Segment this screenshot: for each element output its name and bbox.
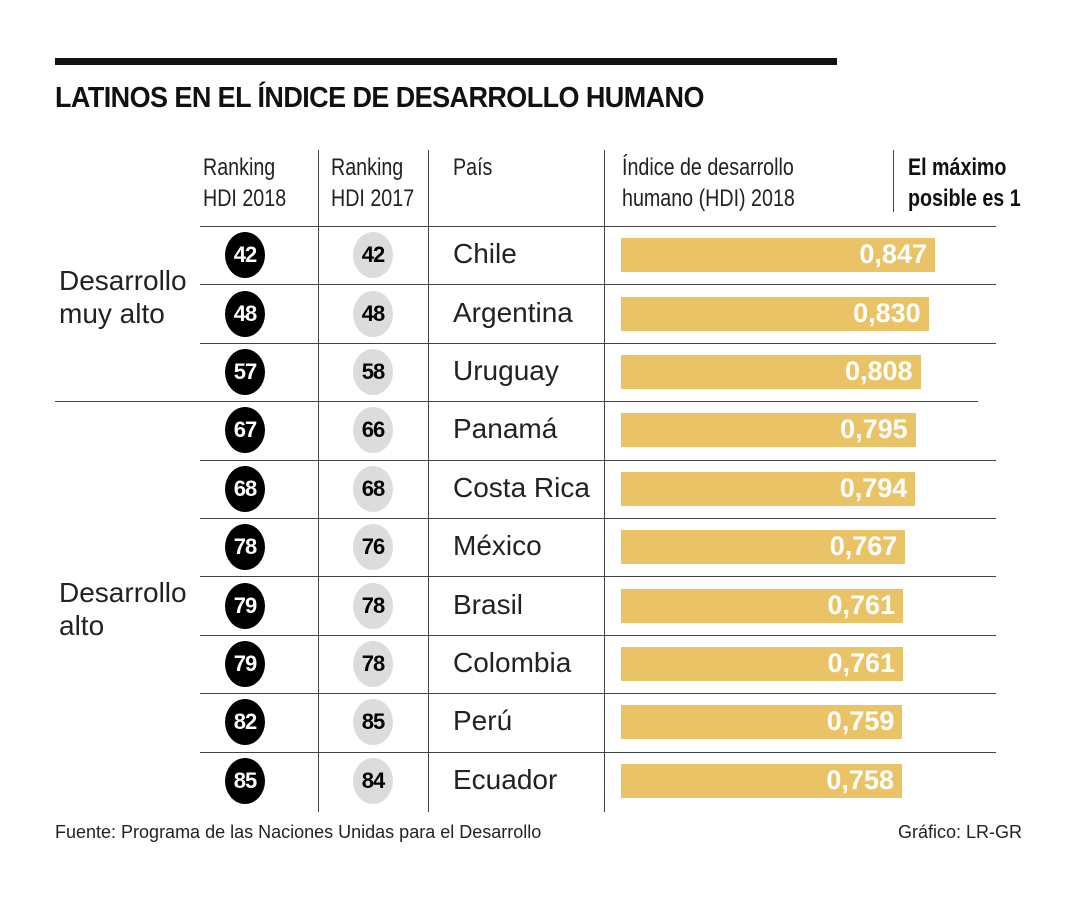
header-line: Ranking: [331, 154, 404, 181]
header-country: País: [453, 154, 493, 181]
header-note: El máximo posible es 1: [908, 152, 1021, 214]
hdi-value-label: 0,759: [826, 706, 895, 737]
rank-2018-badge: 79: [225, 641, 265, 687]
hdi-value-label: 0,767: [829, 531, 898, 562]
hdi-bar: 0,808: [621, 355, 921, 389]
rank-2017-badge: 78: [353, 641, 393, 687]
rank-2018-badge: 79: [225, 582, 265, 629]
hdi-bar: 0,759: [621, 705, 903, 740]
group-line: Desarrollo: [59, 265, 187, 296]
hdi-value-label: 0,847: [859, 239, 927, 270]
country-name: Colombia: [453, 647, 572, 678]
hdi-bar: 0,795: [621, 413, 916, 448]
country-name: Panamá: [453, 413, 558, 445]
hdi-bar: 0,758: [621, 763, 902, 798]
rank-2018-badge: 78: [225, 524, 265, 571]
header-rank-2017: Ranking HDI 2017: [331, 152, 414, 214]
header-line: Ranking: [203, 154, 276, 181]
rank-2018-badge: 57: [225, 349, 265, 395]
header-line: Índice de desarrollo: [622, 154, 794, 181]
header-line: HDI 2017: [331, 185, 415, 212]
hdi-value-label: 0,794: [839, 472, 908, 503]
group-line: Desarrollo: [59, 577, 187, 608]
hdi-bar: 0,847: [621, 238, 935, 273]
rank-2017-badge: 76: [353, 524, 393, 571]
group-line: muy alto: [59, 298, 165, 329]
hdi-value-label: 0,830: [853, 297, 921, 328]
group-label-very-high: Desarrollo muy alto: [59, 264, 187, 330]
country-name: Uruguay: [453, 355, 559, 386]
country-name: Ecuador: [453, 763, 558, 795]
country-name: Argentina: [453, 296, 573, 328]
rank-2018-badge: 67: [225, 407, 265, 454]
column-divider: [428, 150, 429, 812]
hdi-value-label: 0,761: [827, 589, 896, 620]
credit-note: Gráfico: LR-GR: [898, 822, 1023, 842]
hdi-bar: 0,794: [621, 471, 916, 506]
row-divider: [200, 460, 996, 461]
rank-2018-badge: 48: [225, 290, 265, 337]
group-line: alto: [59, 610, 105, 641]
column-divider: [893, 150, 894, 212]
rank-2017-badge: 85: [353, 699, 393, 746]
rank-2017-badge: 48: [353, 290, 393, 337]
header-hdi: Índice de desarrollo humano (HDI) 2018: [622, 152, 795, 214]
chart-title: LATINOS EN EL ÍNDICE DE DESARROLLO HUMAN…: [55, 82, 704, 114]
rank-2018-badge: 82: [225, 699, 265, 746]
country-name: México: [453, 530, 542, 562]
header-line: El máximo: [908, 154, 1007, 181]
row-divider: [200, 284, 996, 285]
rank-2017-badge: 58: [353, 349, 393, 395]
rank-2017-badge: 84: [353, 757, 393, 804]
country-name: Costa Rica: [453, 471, 590, 503]
hdi-value-label: 0,761: [827, 648, 896, 678]
source-note: Fuente: Programa de las Naciones Unidas …: [55, 822, 542, 842]
hdi-value-label: 0,758: [826, 764, 894, 795]
row-divider: [200, 693, 996, 694]
rank-2017-badge: 42: [353, 232, 393, 279]
column-divider: [318, 150, 319, 812]
row-divider: [200, 576, 996, 577]
rank-2018-badge: 85: [225, 757, 265, 804]
row-divider: [200, 752, 996, 753]
country-name: Brasil: [453, 588, 524, 620]
group-label-high: Desarrollo alto: [59, 576, 187, 642]
header-rank-2018: Ranking HDI 2018: [203, 152, 286, 214]
rank-2018-badge: 68: [225, 465, 265, 512]
rank-2018-badge: 42: [225, 232, 265, 279]
rank-2017-badge: 68: [353, 465, 393, 512]
country-name: Perú: [453, 705, 513, 737]
rank-2017-badge: 66: [353, 407, 393, 454]
row-divider: [200, 635, 996, 636]
hdi-value-label: 0,808: [844, 356, 913, 386]
hdi-bar: 0,830: [621, 296, 929, 331]
row-divider: [200, 518, 996, 519]
column-divider: [604, 150, 605, 812]
group-divider: [55, 401, 978, 402]
hdi-bar: 0,767: [621, 530, 906, 565]
country-name: Chile: [453, 238, 517, 270]
header-line: posible es 1: [908, 185, 1021, 212]
hdi-value-label: 0,795: [840, 414, 908, 445]
hdi-bar: 0,761: [621, 588, 904, 623]
row-divider: [200, 343, 996, 344]
header-line: HDI 2018: [203, 185, 287, 212]
header-line: humano (HDI) 2018: [622, 185, 795, 212]
hdi-bar: 0,761: [621, 647, 904, 681]
row-divider: [200, 226, 996, 227]
rank-2017-badge: 78: [353, 582, 393, 629]
top-rule: [55, 58, 837, 65]
